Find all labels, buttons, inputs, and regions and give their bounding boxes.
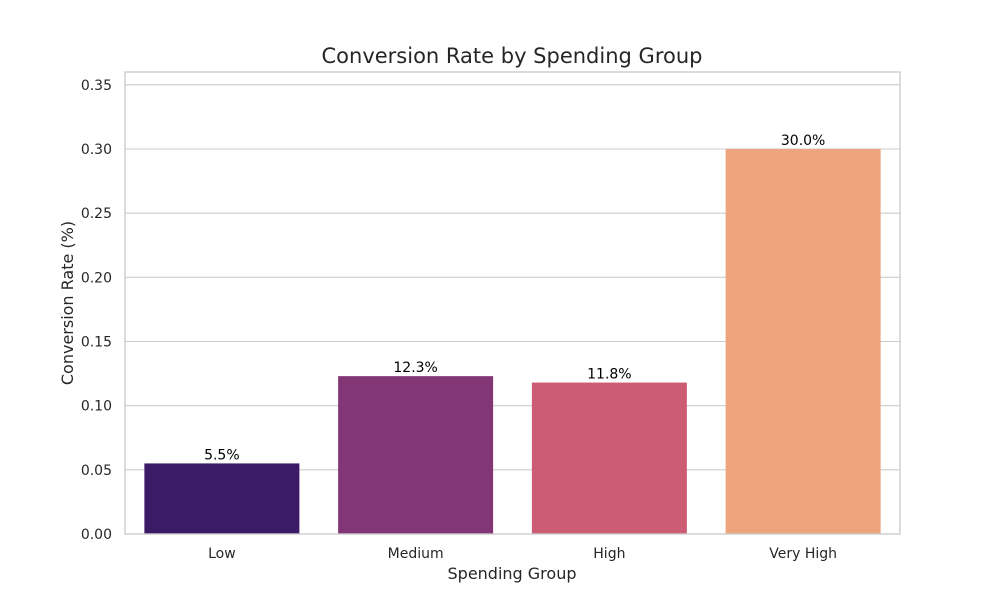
x-tick-label: Medium — [388, 546, 444, 562]
y-tick-label: 0.20 — [81, 270, 112, 286]
bar-high — [531, 382, 687, 534]
data-label: 5.5% — [204, 447, 240, 463]
bar-very-high — [725, 149, 881, 534]
bar-low — [144, 463, 300, 534]
x-tick-label: Very High — [769, 546, 837, 562]
y-axis-label: Conversion Rate (%) — [58, 221, 77, 385]
y-tick-label: 0.00 — [81, 527, 112, 543]
plot-frame — [124, 71, 901, 535]
x-tick-label: Low — [208, 546, 236, 562]
chart-title: Conversion Rate by Spending Group — [322, 44, 703, 68]
y-tick-label: 0.05 — [81, 463, 112, 479]
y-tick-label: 0.25 — [81, 206, 112, 222]
x-tick-label: High — [593, 546, 625, 562]
y-tick-labels: 0.00 0.05 0.10 0.15 0.20 0.25 0.30 0.35 — [81, 78, 112, 543]
y-tick-label: 0.10 — [81, 399, 112, 415]
data-label: 30.0% — [781, 133, 825, 149]
x-tick-labels: Low Medium High Very High — [208, 546, 837, 562]
x-axis-label: Spending Group — [448, 564, 577, 583]
bar-medium — [338, 376, 494, 534]
y-tick-label: 0.15 — [81, 335, 112, 351]
y-tick-label: 0.35 — [81, 78, 112, 94]
data-labels: 5.5% 12.3% 11.8% 30.0% — [204, 133, 825, 463]
data-label: 11.8% — [587, 367, 631, 383]
bars — [144, 149, 881, 534]
y-tick-label: 0.30 — [81, 142, 112, 158]
data-label: 12.3% — [393, 360, 437, 376]
